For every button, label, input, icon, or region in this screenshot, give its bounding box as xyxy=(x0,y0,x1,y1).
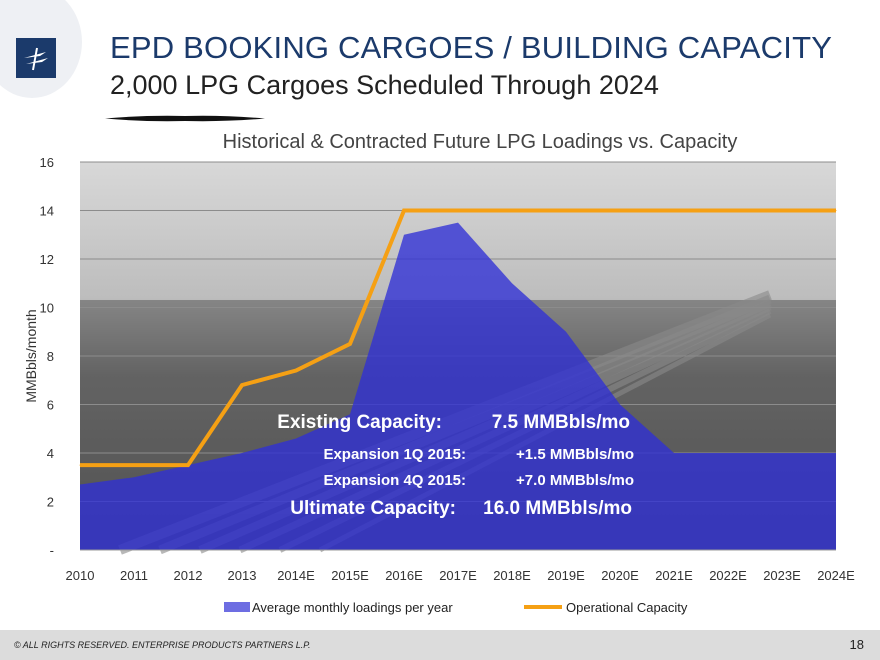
y-tick-label: 4 xyxy=(47,446,54,461)
annotation-value: 7.5 MMBbls/mo xyxy=(491,412,630,433)
x-tick-label: 2024E xyxy=(817,568,855,583)
x-tick-label: 2021E xyxy=(655,568,693,583)
annotation-value: +1.5 MMBbls/mo xyxy=(516,446,634,463)
page-number: 18 xyxy=(849,637,864,652)
page-title: EPD BOOKING CARGOES / BUILDING CAPACITY xyxy=(110,30,833,65)
y-tick-label: 12 xyxy=(40,252,54,267)
logo-icon xyxy=(24,47,48,71)
x-tick-label: 2020E xyxy=(601,568,639,583)
legend-label-loadings: Average monthly loadings per year xyxy=(252,600,453,615)
x-tick-label: 2011 xyxy=(120,568,148,583)
x-tick-label: 2016E xyxy=(385,568,423,583)
x-tick-label: 2023E xyxy=(763,568,801,583)
x-tick-label: 2018E xyxy=(493,568,531,583)
capacity-point xyxy=(403,210,405,211)
x-tick-label: 2012 xyxy=(174,568,203,583)
annotation-label: Expansion 1Q 2015: xyxy=(323,446,466,463)
chart-title: Historical & Contracted Future LPG Loadi… xyxy=(222,131,738,153)
capacity-point xyxy=(457,210,459,211)
x-tick-label: 2010 xyxy=(66,568,95,583)
annotation-label: Ultimate Capacity: xyxy=(290,498,456,519)
y-tick-label: - xyxy=(50,543,54,558)
y-tick-label: 16 xyxy=(40,155,54,170)
y-tick-label: 2 xyxy=(47,495,54,510)
company-logo xyxy=(16,38,56,78)
annotation-label: Existing Capacity: xyxy=(277,412,442,433)
page-subtitle: 2,000 LPG Cargoes Scheduled Through 2024 xyxy=(110,70,659,100)
capacity-point xyxy=(781,210,783,211)
capacity-point xyxy=(187,464,189,466)
annotation-value: +7.0 MMBbls/mo xyxy=(516,472,634,489)
legend-swatch-loadings xyxy=(224,602,250,612)
x-tick-label: 2022E xyxy=(709,568,747,583)
y-tick-label: 8 xyxy=(47,349,54,364)
x-tick-label: 2019E xyxy=(547,568,585,583)
loadings-area xyxy=(80,222,836,550)
y-tick-label: 14 xyxy=(40,204,54,219)
capacity-point xyxy=(673,210,675,211)
title-underline xyxy=(105,115,265,122)
capacity-point xyxy=(79,464,81,466)
annotation-value: 16.0 MMBbls/mo xyxy=(483,498,632,519)
capacity-point xyxy=(619,210,621,211)
annotation-label: Expansion 4Q 2015: xyxy=(323,472,466,489)
capacity-point xyxy=(511,210,513,211)
y-axis-label: MMBbls/month xyxy=(23,309,39,402)
legend-label-capacity: Operational Capacity xyxy=(566,600,688,615)
y-tick-label: 10 xyxy=(40,301,54,316)
capacity-point xyxy=(349,343,351,345)
x-tick-label: 2013 xyxy=(228,568,257,583)
x-tick-label: 2017E xyxy=(439,568,477,583)
footer: © ALL RIGHTS RESERVED. ENTERPRISE PRODUC… xyxy=(0,630,880,660)
capacity-point xyxy=(565,210,567,211)
capacity-point xyxy=(295,370,297,372)
x-tick-label: 2015E xyxy=(331,568,369,583)
capacity-point xyxy=(133,464,135,466)
capacity-point xyxy=(241,384,243,386)
capacity-point xyxy=(835,210,837,211)
y-tick-label: 6 xyxy=(47,398,54,413)
x-tick-label: 2014E xyxy=(277,568,315,583)
chart: - 2 4 6 8 10 12 14 16 2010 2011 2012 2013 2014E 2015E… xyxy=(23,155,855,615)
capacity-point xyxy=(727,210,729,211)
copyright-text: © ALL RIGHTS RESERVED. ENTERPRISE PRODUC… xyxy=(14,640,311,650)
